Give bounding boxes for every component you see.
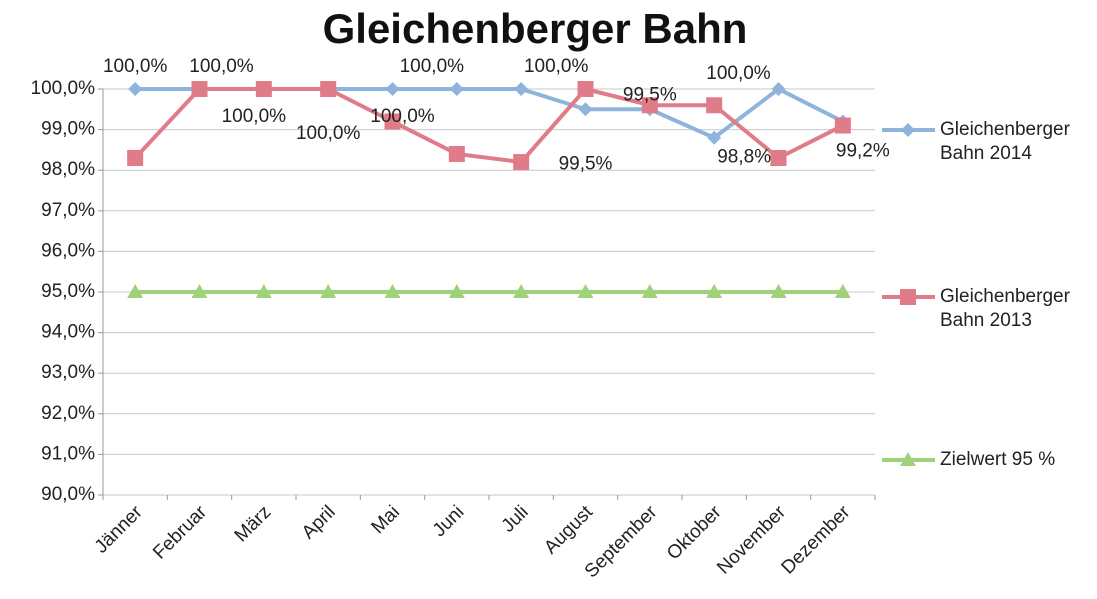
marker	[834, 284, 851, 298]
y-tick-label: 97,0%	[41, 200, 95, 221]
marker	[448, 284, 465, 298]
y-tick-label: 99,0%	[41, 119, 95, 140]
marker	[128, 82, 143, 96]
x-tick-label: April	[298, 502, 340, 544]
data-label: 100,0%	[103, 56, 168, 77]
x-tick-label: Dezember	[778, 501, 855, 578]
marker	[255, 284, 272, 298]
marker	[706, 97, 723, 114]
data-label: 100,0%	[400, 56, 465, 77]
data-label: 99,5%	[623, 84, 677, 105]
marker	[384, 284, 401, 298]
y-tick-label: 92,0%	[41, 403, 95, 424]
legend-label: Gleichenberger Bahn 2013	[940, 286, 1070, 331]
y-tick-label: 90,0%	[41, 484, 95, 505]
marker	[191, 81, 208, 97]
data-label: 99,5%	[559, 153, 613, 174]
legend-label: Zielwert 95 %	[940, 449, 1056, 470]
marker	[127, 150, 144, 167]
marker	[320, 284, 337, 298]
series-line	[133, 86, 844, 165]
x-tick-label: März	[231, 502, 276, 547]
marker	[901, 123, 915, 137]
marker	[385, 82, 400, 96]
marker	[834, 117, 851, 134]
marker	[706, 284, 723, 298]
x-tick-label: November	[713, 501, 790, 578]
marker	[578, 102, 593, 117]
marker	[900, 289, 916, 305]
marker	[513, 154, 530, 171]
marker	[577, 284, 594, 298]
data-label: 100,0%	[222, 106, 287, 127]
y-tick-label: 93,0%	[41, 362, 95, 383]
legend-label: Gleichenberger Bahn 2014	[940, 119, 1070, 164]
data-label: 100,0%	[370, 106, 435, 127]
marker	[900, 452, 916, 466]
y-tick-label: 91,0%	[41, 443, 95, 464]
data-label: 99,2%	[836, 140, 890, 161]
y-tick-label: 98,0%	[41, 159, 95, 180]
y-tick-label: 95,0%	[41, 281, 95, 302]
y-tick-label: 100,0%	[31, 78, 96, 99]
data-label: 100,0%	[524, 56, 589, 77]
x-tick-label: Juli	[498, 502, 533, 537]
marker	[384, 113, 401, 130]
x-tick-label: Mai	[368, 502, 405, 539]
marker	[641, 284, 658, 298]
marker	[448, 145, 465, 162]
data-label: 100,0%	[296, 123, 361, 144]
x-tick-label: Jänner	[91, 501, 147, 557]
x-tick-label: Februar	[149, 501, 211, 563]
data-label: 100,0%	[189, 56, 254, 77]
marker	[641, 97, 658, 114]
chart-title: Gleichenberger Bahn	[323, 5, 748, 52]
marker	[191, 284, 208, 298]
data-label: 100,0%	[706, 63, 771, 84]
marker	[449, 82, 464, 96]
marker	[771, 82, 786, 96]
data-label: 98,8%	[717, 147, 771, 168]
marker	[514, 82, 529, 96]
marker	[577, 81, 594, 97]
marker	[770, 284, 787, 298]
marker	[770, 150, 787, 167]
marker	[255, 81, 272, 97]
marker	[127, 284, 144, 298]
marker	[320, 81, 337, 97]
x-tick-label: Oktober	[663, 501, 726, 564]
y-tick-label: 94,0%	[41, 322, 95, 343]
y-tick-label: 96,0%	[41, 240, 95, 261]
x-tick-label: August	[540, 501, 597, 558]
marker	[707, 130, 722, 145]
x-tick-label: Juni	[429, 502, 468, 541]
marker	[513, 284, 530, 298]
